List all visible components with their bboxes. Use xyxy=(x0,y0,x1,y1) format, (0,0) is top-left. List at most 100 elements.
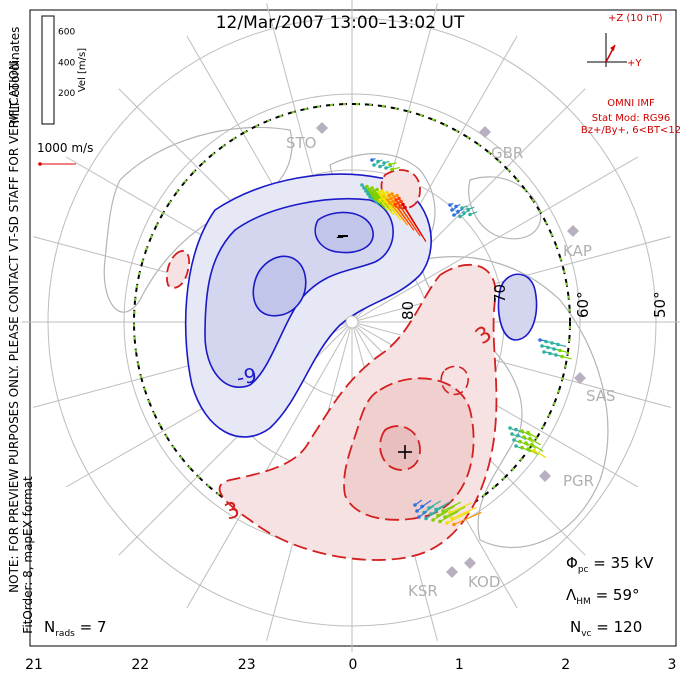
station-marker-gbr xyxy=(479,126,491,138)
vector-pgr-group xyxy=(531,443,544,452)
station-marker-kap xyxy=(567,225,579,237)
vector-origin-kod-group xyxy=(445,521,449,525)
vector-kod-group xyxy=(451,507,477,520)
negative-cell xyxy=(184,173,538,438)
vector-origin-cusp-fan xyxy=(377,190,381,195)
vector-origin-pgr-group xyxy=(508,426,512,430)
vector-origin-sas-group xyxy=(538,338,542,342)
stat-hm-latitude: ΛHM = 59° xyxy=(566,586,640,607)
vector-origin-top-group xyxy=(382,161,386,165)
pos-patch-small xyxy=(440,365,469,396)
vector-origin-cusp-fan xyxy=(375,187,379,192)
vector-origin-sas-group xyxy=(548,351,552,356)
vector-origin-cusp-fan xyxy=(393,202,397,207)
station-label-sas: SAS xyxy=(586,387,616,405)
stat-nvc-value: = 120 xyxy=(592,618,643,636)
lat-label-60: 60° xyxy=(574,291,592,318)
vector-origin-kap-group xyxy=(452,213,456,217)
coordinates-label: MLT coordinates xyxy=(8,27,22,124)
pole-marker xyxy=(345,315,359,329)
vector-origin-pgr-group xyxy=(520,445,524,450)
stat-hm-sub: HM xyxy=(576,597,591,607)
vector-origin-cusp-fan xyxy=(382,192,386,196)
vector-kod-group xyxy=(435,500,451,511)
vector-origin-pgr-group xyxy=(516,433,520,438)
mlt-tick-3: 3 xyxy=(668,657,677,673)
vector-origin-sas-group xyxy=(554,353,558,357)
vector-origin-kod-group xyxy=(415,509,419,513)
vector-kod-group xyxy=(449,502,472,514)
vector-origin-cusp-fan xyxy=(370,186,374,190)
lat-label-70: 70 xyxy=(491,284,509,303)
vector-pgr-group xyxy=(533,449,547,459)
vector-kod-group xyxy=(437,505,455,517)
vector-kod-group xyxy=(442,501,462,512)
mlt-tick-23: 23 xyxy=(238,657,256,673)
vector-origin-kod-group xyxy=(417,515,421,519)
vector-origin-pgr-group xyxy=(530,442,534,447)
vector-origin-cusp-fan xyxy=(369,190,373,195)
positive-cell xyxy=(165,169,498,561)
vector-origin-cusp-fan xyxy=(390,192,394,196)
vector-origin-kap-group xyxy=(454,204,458,209)
vector-origin-cusp-fan xyxy=(373,196,377,201)
vector-origin-cusp-fan xyxy=(360,183,364,187)
vector-origin-pgr-group xyxy=(520,429,524,433)
vector-cusp-fan xyxy=(404,207,427,242)
vector-origin-kap-group xyxy=(458,214,462,219)
vector-origin-cusp-fan xyxy=(368,195,372,199)
station-label-ksr: KSR xyxy=(408,582,438,600)
vector-origin-cusp-fan xyxy=(372,189,376,193)
station-label-kod: KOD xyxy=(468,573,500,591)
vector-origin-top-group xyxy=(384,166,388,170)
neg-patch-right xyxy=(497,273,538,341)
vector-origin-cusp-fan xyxy=(383,199,387,204)
vector-origin-cusp-fan xyxy=(391,199,395,204)
mlt-meridian-14 xyxy=(186,321,353,609)
vector-kod-group xyxy=(439,510,459,523)
mlt-tick-2: 2 xyxy=(561,657,570,673)
velocity-vectors: –+ xyxy=(336,158,572,527)
vector-origin-cusp-fan xyxy=(389,196,393,201)
vector-origin-sas-group xyxy=(546,345,550,350)
station-label-gbr: GBR xyxy=(491,144,523,162)
vector-kod-group xyxy=(444,506,466,518)
vector-origin-sas-group xyxy=(550,341,554,345)
vector-origin-cusp-fan xyxy=(387,193,391,198)
colorbar-label: Vel [m/s] xyxy=(77,48,88,92)
mlt-tick-0: 0 xyxy=(349,657,358,673)
vector-origin-sas-group xyxy=(542,350,546,354)
fit-info: FitOrder: 8, mapEX format xyxy=(21,476,35,634)
imf-y-label: +Y xyxy=(627,58,642,69)
vector-kod-group xyxy=(428,500,442,509)
vector-origin-cusp-fan xyxy=(379,193,383,198)
preview-note: NOTE: FOR PREVIEW PURPOSES ONLY. PLEASE … xyxy=(7,57,21,593)
vector-origin-cusp-fan xyxy=(365,184,369,189)
vector-kod-group xyxy=(421,499,432,508)
vector-origin-pgr-group xyxy=(522,435,526,439)
vector-origin-cusp-fan xyxy=(384,195,388,199)
imf-dial: +Z (10 nT) +Y OMNI IMF Stat Mod: RG96 Bz… xyxy=(581,13,680,136)
vector-origin-top-group xyxy=(390,167,394,172)
vector-cusp-fan xyxy=(394,204,415,231)
vector-origin-pgr-group xyxy=(514,427,518,432)
station-label-sto: STO xyxy=(286,134,317,152)
stat-nvc-symbol: N xyxy=(570,618,581,636)
station-marker-sas xyxy=(574,372,586,384)
colorbar-tick-400: 400 xyxy=(58,58,75,68)
vector-origin-kod-group xyxy=(450,516,454,521)
vector-origin-pgr-group xyxy=(518,439,522,444)
vector-origin-cusp-fan xyxy=(392,195,396,199)
vector-origin-sas-group xyxy=(558,348,562,353)
arctic-islands xyxy=(468,176,542,240)
vector-origin-pgr-group xyxy=(526,447,530,451)
stat-nrads-sub: rads xyxy=(55,629,75,639)
vector-origin-kap-group xyxy=(460,206,464,210)
stat-nvc-sub: vc xyxy=(581,629,591,639)
reference-vector-label: 1000 m/s xyxy=(37,141,93,155)
vector-kod-group xyxy=(425,510,438,520)
statistics: Φpc = 35 kV ΛHM = 59° Nvc = 120 Nrads = … xyxy=(44,554,654,639)
stat-nrads-symbol: N xyxy=(44,618,55,636)
vector-kod-group xyxy=(453,511,482,526)
